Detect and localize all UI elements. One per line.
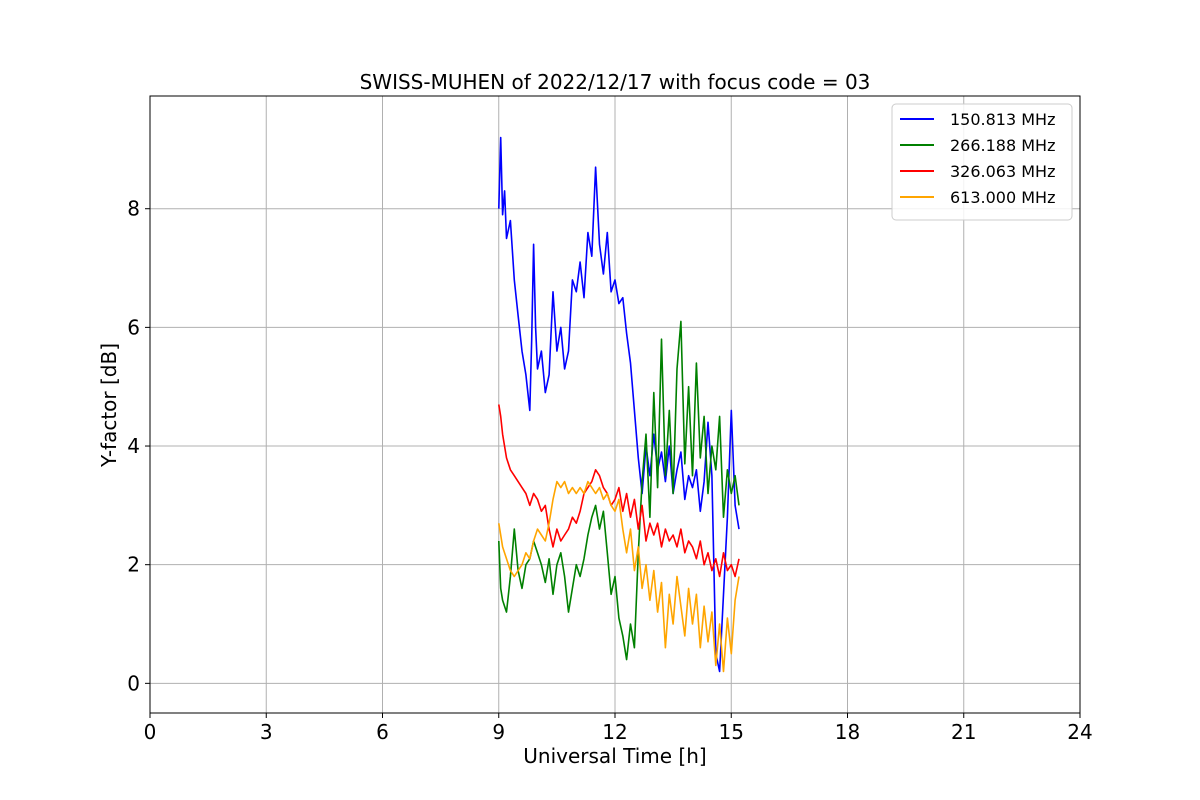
legend-entry: 150.813 MHz — [950, 110, 1055, 129]
chart-title: SWISS-MUHEN of 2022/12/17 with focus cod… — [360, 70, 871, 94]
y-tick-label: 6 — [127, 315, 140, 339]
series-layer — [498, 136, 740, 673]
series-line-0 — [498, 136, 740, 673]
series-line-1 — [498, 320, 740, 661]
x-tick-label: 3 — [260, 720, 273, 744]
x-tick-label: 18 — [835, 720, 860, 744]
x-axis-label: Universal Time [h] — [523, 744, 706, 768]
x-tick-label: 12 — [602, 720, 627, 744]
y-axis-label: Y-factor [dB] — [97, 343, 121, 468]
y-tick-label: 8 — [127, 197, 140, 221]
series-line-3 — [498, 480, 740, 673]
legend-box — [891, 103, 1073, 221]
x-tick-label: 24 — [1067, 720, 1092, 744]
y-tick-label: 4 — [127, 434, 140, 458]
x-tick-label: 0 — [144, 720, 157, 744]
x-tick-label: 6 — [376, 720, 389, 744]
legend-entry: 266.188 MHz — [950, 136, 1055, 155]
x-tick-label: 21 — [951, 720, 976, 744]
y-tick-label: 2 — [127, 553, 140, 577]
x-tick-label: 15 — [719, 720, 744, 744]
series-line-2 — [498, 404, 740, 578]
y-tick-label: 0 — [127, 671, 140, 695]
legend: 150.813 MHz 266.188 MHz 326.063 MHz 613.000… — [891, 103, 1073, 221]
x-tick-label: 9 — [492, 720, 505, 744]
legend-entry: 613.000 MHz — [950, 188, 1055, 207]
legend-entry: 326.063 MHz — [950, 162, 1055, 181]
